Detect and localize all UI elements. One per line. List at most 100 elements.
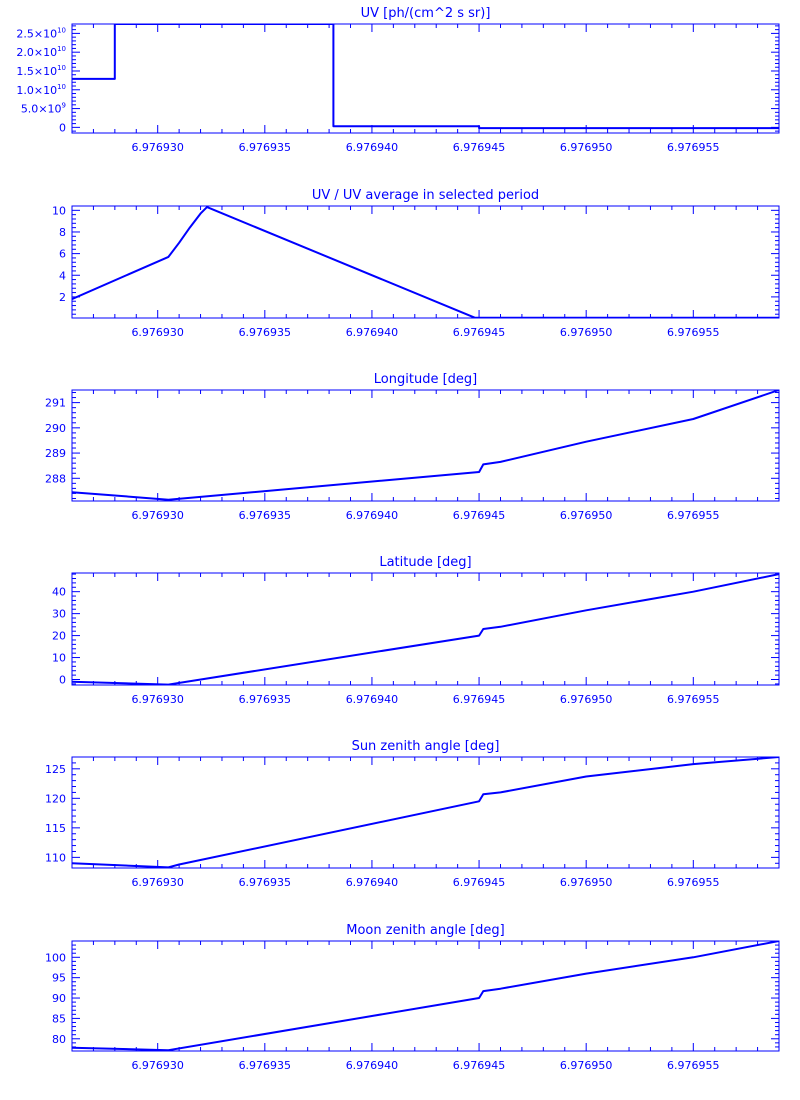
y-tick-label: 1.5×1010 [16,64,66,78]
tick-mantissa: 0 [59,121,66,134]
x-tick-label: 6.976955 [667,876,720,889]
chart-panel-3: Longitude [deg] 6.976930 6.976935 6.976940 6… [45,372,780,522]
x-tick-label: 6.976945 [453,876,506,889]
y-tick-label: 6 [59,248,66,261]
tick-mantissa: 5.0 [21,103,39,116]
tick-times: × [34,27,43,40]
y-tick-label: 10 [52,204,66,217]
x-tick-label: 6.976930 [131,1059,184,1072]
x-tick-label: 6.976950 [560,141,613,154]
x-tick-label: 6.976930 [131,876,184,889]
y-tick-label: 4 [59,269,66,282]
x-tick-label: 6.976950 [560,326,613,339]
x-tick-label: 6.976935 [239,509,292,522]
y-tick-label: 2.0×1010 [16,45,66,59]
x-tick-label: 6.976950 [560,1059,613,1072]
tick-exponent: 9 [62,102,66,110]
chart-title: Moon zenith angle [deg] [346,923,504,938]
x-tick-label: 6.976945 [453,509,506,522]
series-line [72,573,779,685]
x-tick-label: 6.976930 [131,509,184,522]
tick-exponent: 10 [57,64,66,72]
tick-times: × [34,84,43,97]
y-tick-label: 115 [45,822,66,835]
series-line [72,757,779,868]
series-line [72,390,779,501]
y-tick-label: 290 [45,422,66,435]
y-tick-label: 289 [45,447,66,460]
tick-exponent: 10 [57,26,66,34]
tick-exponent: 10 [57,45,66,53]
plot-frame [71,389,780,502]
x-tick-label: 6.976955 [667,509,720,522]
y-tick-label: 0 [59,121,66,134]
series-line [72,206,779,318]
tick-mantissa: 1.5 [16,65,34,78]
plot-frame [71,572,780,686]
x-tick-label: 6.976940 [346,876,399,889]
x-tick-label: 6.976935 [239,1059,292,1072]
chart-panel-2: UV / UV average in selected period 6.9769… [52,188,780,339]
tick-base: 10 [43,46,57,59]
chart-panel-1: UV [ph/(cm^2 s sr)] 6.976930 6.976935 6.976… [16,6,780,154]
x-tick-label: 6.976935 [239,876,292,889]
chart-title: Latitude [deg] [379,555,471,570]
x-tick-label: 6.976950 [560,693,613,706]
tick-base: 10 [43,27,57,40]
tick-exponent: 10 [57,83,66,91]
tick-base: 10 [48,103,62,116]
y-tick-label: 10 [52,652,66,665]
y-tick-label: 291 [45,397,66,410]
chart-panel-6: Moon zenith angle [deg] 6.976930 6.976935 6… [45,923,780,1072]
x-tick-label: 6.976950 [560,509,613,522]
x-tick-label: 6.976955 [667,1059,720,1072]
chart-title: UV / UV average in selected period [312,188,539,203]
chart-title: Longitude [deg] [374,372,477,387]
chart-panel-5: Sun zenith angle [deg] 6.976930 6.976935 6.… [45,739,780,889]
y-tick-label: 2.5×1010 [16,26,66,40]
x-tick-label: 6.976940 [346,509,399,522]
x-tick-label: 6.976935 [239,326,292,339]
y-tick-label: 100 [45,951,66,964]
tick-base: 10 [43,65,57,78]
y-tick-label: 8 [59,226,66,239]
y-tick-label: 80 [52,1033,66,1046]
series-line [72,24,779,130]
y-tick-label: 1.0×1010 [16,83,66,97]
y-tick-label: 5.0×109 [21,102,66,116]
x-tick-label: 6.976930 [131,141,184,154]
y-tick-label: 125 [45,763,66,776]
x-tick-label: 6.976930 [131,693,184,706]
tick-mantissa: 1.0 [16,84,34,97]
tick-times: × [34,65,43,78]
y-tick-label: 0 [59,674,66,687]
x-tick-label: 6.976935 [239,141,292,154]
plot-frame [71,756,780,869]
y-tick-label: 40 [52,586,66,599]
x-tick-label: 6.976940 [346,1059,399,1072]
y-tick-label: 20 [52,630,66,643]
y-tick-label: 90 [52,992,66,1005]
chart-panel-4: Latitude [deg] 6.976930 6.976935 6.976940 6.… [52,555,780,706]
series-line [72,941,779,1051]
y-tick-label: 2 [59,291,66,304]
y-tick-label: 120 [45,792,66,805]
plot-frame [71,23,780,134]
x-tick-label: 6.976930 [131,326,184,339]
y-tick-label: 85 [52,1012,66,1025]
tick-mantissa: 2.5 [16,27,34,40]
x-tick-label: 6.976945 [453,141,506,154]
plot-frame [71,940,780,1052]
x-tick-label: 6.976950 [560,876,613,889]
x-tick-label: 6.976945 [453,693,506,706]
x-tick-label: 6.976945 [453,1059,506,1072]
y-tick-label: 95 [52,972,66,985]
y-tick-label: 110 [45,851,66,864]
chart-title: Sun zenith angle [deg] [352,739,500,754]
x-tick-label: 6.976940 [346,326,399,339]
y-tick-label: 30 [52,608,66,621]
x-tick-label: 6.976940 [346,141,399,154]
x-tick-label: 6.976945 [453,326,506,339]
tick-times: × [38,103,47,116]
